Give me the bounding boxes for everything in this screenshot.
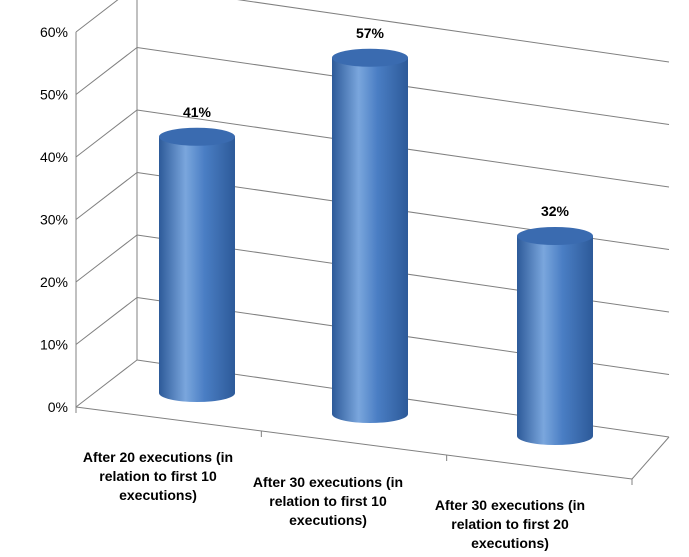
side-gridline <box>75 359 138 408</box>
bars <box>159 48 593 445</box>
bar-body <box>159 136 235 402</box>
y-tick-label: 20% <box>40 274 68 290</box>
side-gridline <box>75 47 138 95</box>
y-tick-label: 50% <box>40 87 68 103</box>
floor-front-edge <box>75 406 633 480</box>
side-gridline <box>75 297 138 345</box>
y-tick-label: 10% <box>40 337 68 353</box>
data-label: 57% <box>356 25 385 41</box>
bar-body <box>517 236 593 445</box>
side-gridline <box>75 109 138 158</box>
side-gridline <box>75 172 138 220</box>
data-label: 32% <box>541 203 570 219</box>
category-label: After 30 executions (in relation to first… <box>435 497 585 551</box>
bar-top <box>332 48 408 67</box>
y-axis-tick-labels: 0% 10% 20% 30% 40% 50% 60% <box>40 24 68 415</box>
y-tick-label: 40% <box>40 149 68 165</box>
axes <box>75 0 670 485</box>
bar-top <box>517 227 593 245</box>
y-tick-label: 60% <box>40 24 68 40</box>
side-gridline <box>75 0 119 33</box>
bar-body <box>332 57 408 423</box>
category-labels: After 20 executions (in relation to first… <box>83 449 585 551</box>
data-label: 41% <box>183 104 212 120</box>
y-tick-label: 30% <box>40 212 68 228</box>
side-gridline <box>75 234 138 283</box>
gridline <box>237 0 670 63</box>
category-label: After 20 executions (in relation to first… <box>83 449 233 503</box>
category-label: After 30 executions (in relation to first… <box>253 474 403 528</box>
floor-right-edge <box>631 436 670 480</box>
data-labels: 41% 57% 32% <box>183 25 570 219</box>
bar-top <box>159 127 235 146</box>
y-tick-label: 0% <box>48 399 68 415</box>
